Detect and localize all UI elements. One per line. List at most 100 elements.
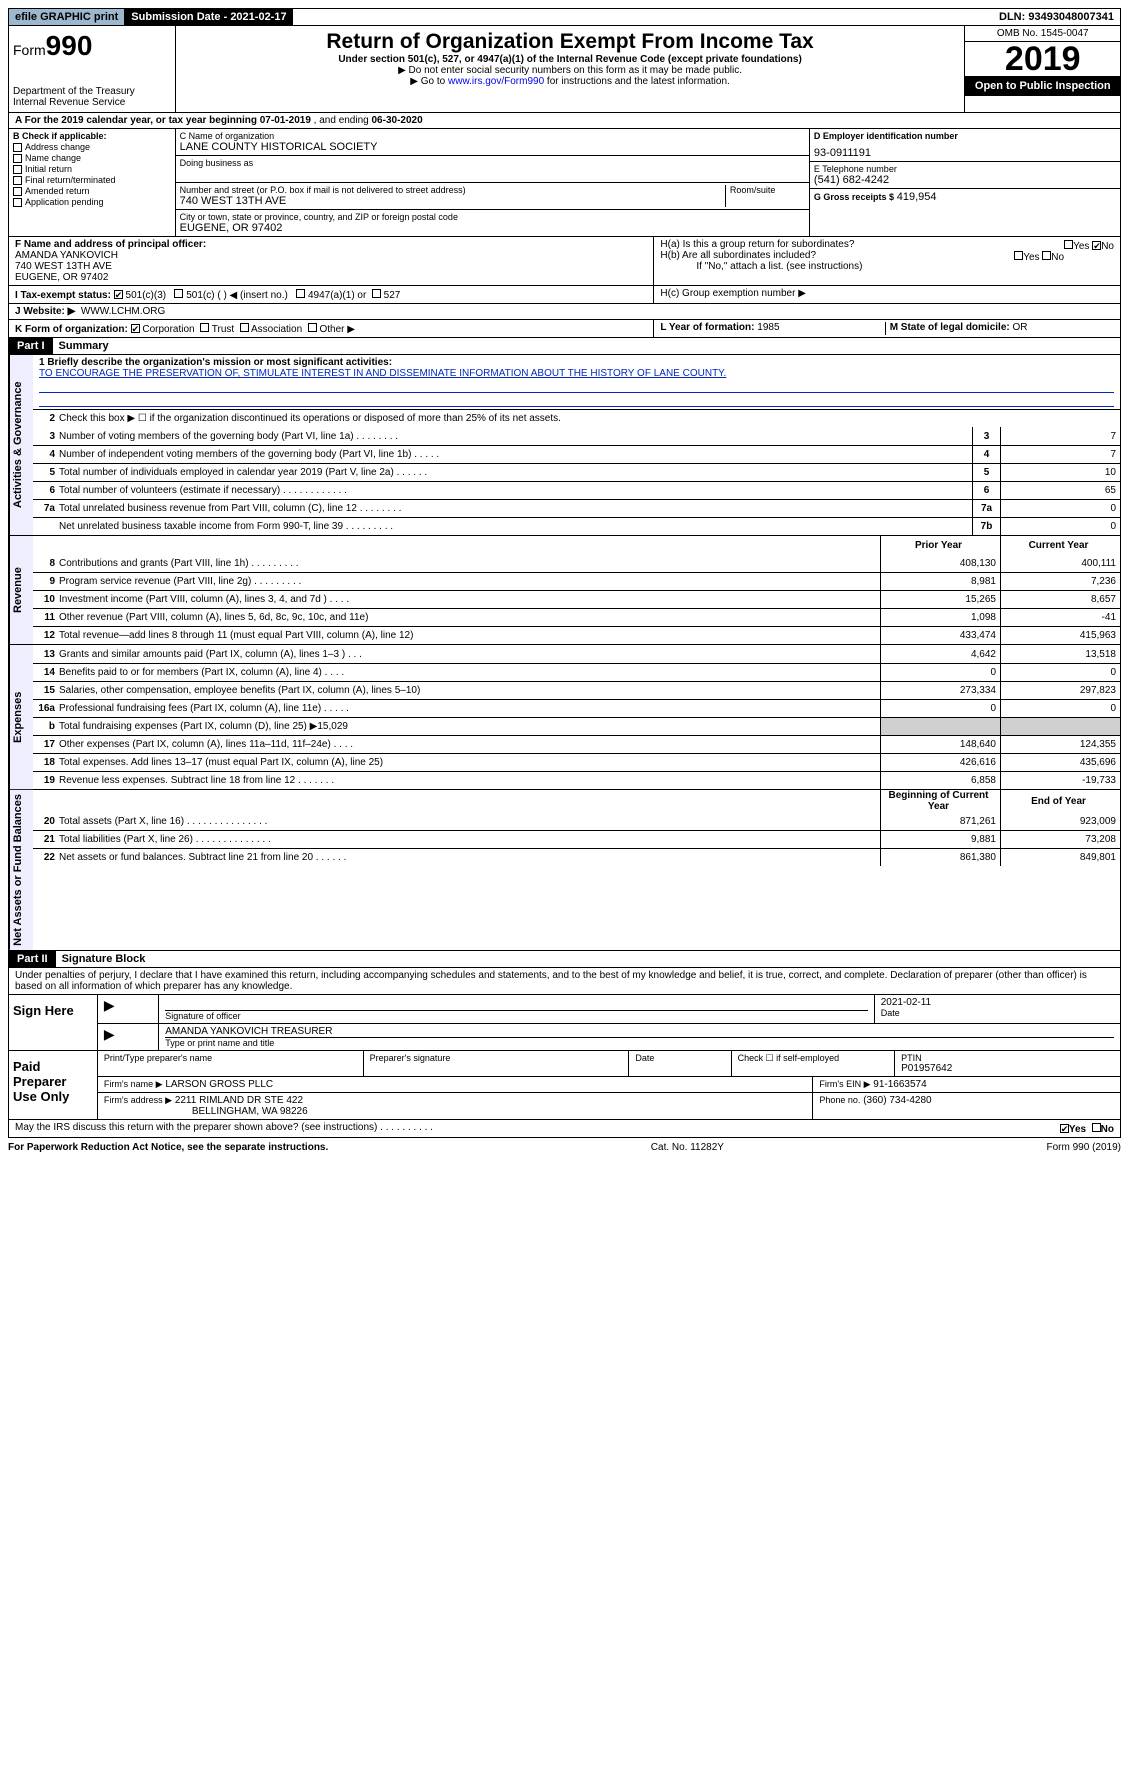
website: WWW.LCHM.ORG (81, 306, 165, 317)
summary-line: 22Net assets or fund balances. Subtract … (33, 848, 1120, 866)
chk-discuss-yes[interactable] (1060, 1124, 1069, 1133)
submission-date: Submission Date - 2021-02-17 (125, 9, 292, 25)
page-footer: For Paperwork Reduction Act Notice, see … (8, 1138, 1121, 1157)
summary-line: 9Program service revenue (Part VIII, lin… (33, 572, 1120, 590)
firm-phone: (360) 734-4280 (863, 1095, 931, 1106)
summary-line: 6Total number of volunteers (estimate if… (33, 481, 1120, 499)
summary-line: 14Benefits paid to or for members (Part … (33, 663, 1120, 681)
top-bar: efile GRAPHIC print Submission Date - 20… (8, 8, 1121, 26)
vert-netassets: Net Assets or Fund Balances (9, 790, 33, 950)
chk-final[interactable] (13, 176, 22, 185)
ptin: P01957642 (901, 1063, 1114, 1074)
section-b: B Check if applicable: Address change Na… (9, 129, 176, 236)
section-j-row: J Website: ▶ WWW.LCHM.ORG (8, 304, 1121, 320)
org-address: 740 WEST 13TH AVE (180, 195, 725, 207)
chk-501c3[interactable] (114, 290, 123, 299)
summary-governance: Activities & Governance 1 Briefly descri… (8, 355, 1121, 536)
form-header: Form990 Department of the Treasury Inter… (8, 26, 1121, 113)
sign-here-block: Sign Here ▶ Signature of officer 2021-02… (8, 995, 1121, 1051)
firm-name: LARSON GROSS PLLC (165, 1079, 273, 1090)
summary-line: 21Total liabilities (Part X, line 26) . … (33, 830, 1120, 848)
chk-501c[interactable] (174, 289, 183, 298)
period-row: A For the 2019 calendar year, or tax yea… (8, 113, 1121, 129)
summary-line: 16aProfessional fundraising fees (Part I… (33, 699, 1120, 717)
chk-hb-yes[interactable] (1014, 251, 1023, 260)
part1-header: Part I Summary (8, 338, 1121, 355)
summary-line: 12Total revenue—add lines 8 through 11 (… (33, 626, 1120, 644)
chk-address[interactable] (13, 143, 22, 152)
chk-corp[interactable] (131, 324, 140, 333)
chk-discuss-no[interactable] (1092, 1123, 1101, 1132)
chk-name[interactable] (13, 154, 22, 163)
summary-line: 15Salaries, other compensation, employee… (33, 681, 1120, 699)
firm-ein: 91-1663574 (873, 1079, 926, 1090)
chk-527[interactable] (372, 289, 381, 298)
chk-ha-yes[interactable] (1064, 240, 1073, 249)
firm-addr: 2211 RIMLAND DR STE 422 (175, 1095, 303, 1106)
discuss-row: May the IRS discuss this return with the… (8, 1120, 1121, 1138)
open-to-public: Open to Public Inspection (965, 76, 1120, 96)
summary-revenue: Revenue Prior YearCurrent Year 8Contribu… (8, 536, 1121, 645)
org-name: LANE COUNTY HISTORICAL SOCIETY (180, 141, 805, 153)
chk-pending[interactable] (13, 198, 22, 207)
gross-receipts: 419,954 (897, 191, 937, 203)
vert-governance: Activities & Governance (9, 355, 33, 535)
arrow-icon: ▶ (104, 997, 115, 1013)
sign-date: 2021-02-11 (881, 997, 1114, 1008)
summary-line: 13Grants and similar amounts paid (Part … (33, 645, 1120, 663)
summary-line: 7aTotal unrelated business revenue from … (33, 499, 1120, 517)
vert-revenue: Revenue (9, 536, 33, 644)
form-subtitle: Under section 501(c), 527, or 4947(a)(1)… (180, 54, 961, 65)
section-k-row: K Form of organization: Corporation Trus… (8, 320, 1121, 338)
arrow-icon: ▶ (104, 1026, 115, 1042)
entity-block: B Check if applicable: Address change Na… (8, 129, 1121, 237)
part2-header: Part II Signature Block (8, 951, 1121, 968)
chk-other[interactable] (308, 323, 317, 332)
section-de: D Employer identification number 93-0911… (809, 129, 1120, 236)
form-title: Return of Organization Exempt From Incom… (180, 30, 961, 54)
summary-netassets: Net Assets or Fund Balances Beginning of… (8, 790, 1121, 951)
chk-initial[interactable] (13, 165, 22, 174)
chk-trust[interactable] (200, 323, 209, 332)
section-f-row: F Name and address of principal officer:… (8, 237, 1121, 286)
section-c: C Name of organization LANE COUNTY HISTO… (176, 129, 809, 236)
ein: 93-0911191 (814, 147, 1116, 159)
summary-line: 18Total expenses. Add lines 13–17 (must … (33, 753, 1120, 771)
summary-line: 20Total assets (Part X, line 16) . . . .… (33, 812, 1120, 830)
chk-amended[interactable] (13, 187, 22, 196)
chk-hb-no[interactable] (1042, 251, 1051, 260)
vert-expenses: Expenses (9, 645, 33, 789)
mission-text: TO ENCOURAGE THE PRESERVATION OF, STIMUL… (39, 368, 726, 379)
chk-assoc[interactable] (240, 323, 249, 332)
state-domicile: OR (1013, 322, 1028, 333)
officer-name-title: AMANDA YANKOVICH TREASURER (165, 1026, 1114, 1038)
chk-ha-no[interactable] (1092, 241, 1101, 250)
tax-year: 2019 (965, 42, 1120, 76)
summary-line: 17Other expenses (Part IX, column (A), l… (33, 735, 1120, 753)
form-number: Form990 (13, 30, 171, 62)
officer-name: AMANDA YANKOVICH (15, 250, 118, 261)
dln: DLN: 93493048007341 (993, 9, 1120, 25)
year-formation: 1985 (757, 322, 779, 333)
paid-preparer-block: Paid Preparer Use Only Print/Type prepar… (8, 1051, 1121, 1120)
section-i-row: I Tax-exempt status: 501(c)(3) 501(c) ( … (8, 286, 1121, 304)
summary-expenses: Expenses 13Grants and similar amounts pa… (8, 645, 1121, 790)
phone: (541) 682-4242 (814, 174, 1116, 186)
summary-line: 8Contributions and grants (Part VIII, li… (33, 554, 1120, 572)
goto-note: ▶ Go to www.irs.gov/Form990 for instruct… (180, 76, 961, 87)
irs-link[interactable]: www.irs.gov/Form990 (448, 76, 544, 87)
summary-line: 19Revenue less expenses. Subtract line 1… (33, 771, 1120, 789)
chk-4947[interactable] (296, 289, 305, 298)
dept-label: Department of the Treasury Internal Reve… (13, 86, 171, 108)
ssn-note: ▶ Do not enter social security numbers o… (180, 65, 961, 76)
summary-line: 11Other revenue (Part VIII, column (A), … (33, 608, 1120, 626)
efile-button[interactable]: efile GRAPHIC print (9, 9, 125, 25)
summary-line: Net unrelated business taxable income fr… (33, 517, 1120, 535)
perjury-text: Under penalties of perjury, I declare th… (8, 968, 1121, 995)
summary-line: 10Investment income (Part VIII, column (… (33, 590, 1120, 608)
org-city: EUGENE, OR 97402 (180, 222, 805, 234)
summary-line: 4Number of independent voting members of… (33, 445, 1120, 463)
summary-line: 3Number of voting members of the governi… (33, 427, 1120, 445)
summary-line: bTotal fundraising expenses (Part IX, co… (33, 717, 1120, 735)
summary-line: 5Total number of individuals employed in… (33, 463, 1120, 481)
